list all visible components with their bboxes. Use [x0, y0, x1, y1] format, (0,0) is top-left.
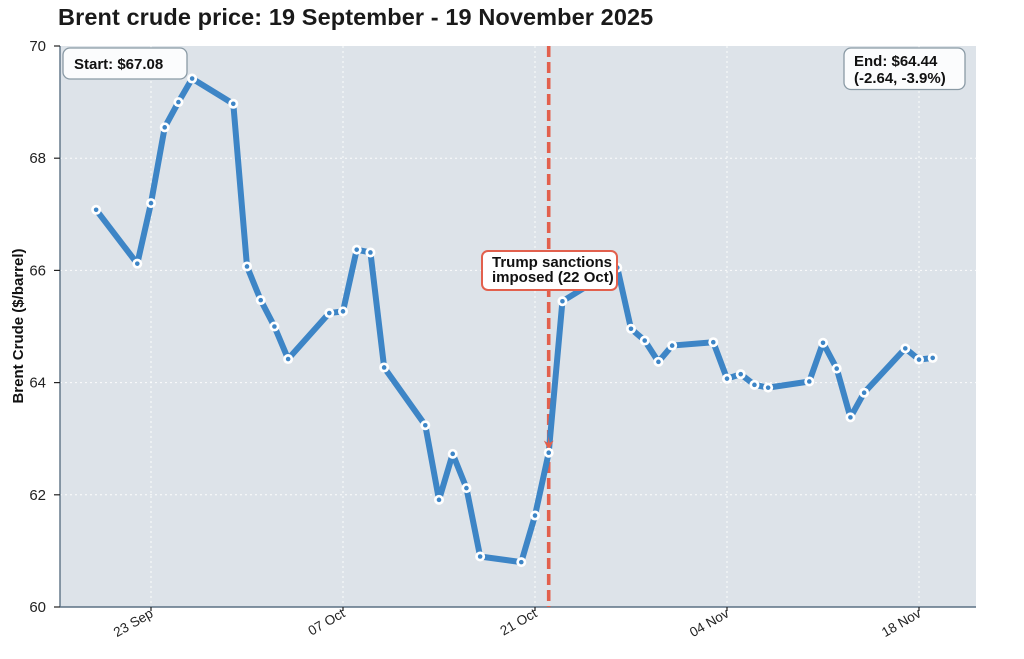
svg-text:End: $64.44: End: $64.44 — [854, 53, 938, 70]
svg-text:62: 62 — [29, 487, 46, 504]
svg-text:70: 70 — [29, 38, 46, 55]
svg-text:68: 68 — [29, 150, 46, 167]
svg-text:23 Sep: 23 Sep — [111, 606, 156, 640]
svg-text:60: 60 — [29, 599, 46, 616]
svg-text:Start: $67.08: Start: $67.08 — [74, 56, 163, 73]
svg-text:21 Oct: 21 Oct — [498, 605, 540, 638]
svg-text:18 Nov: 18 Nov — [879, 605, 924, 640]
svg-text:07 Oct: 07 Oct — [306, 605, 348, 638]
svg-text:(-2.64, -3.9%): (-2.64, -3.9%) — [854, 70, 946, 87]
svg-text:imposed (22 Oct): imposed (22 Oct) — [492, 269, 614, 286]
svg-text:04 Nov: 04 Nov — [687, 605, 732, 640]
svg-text:66: 66 — [29, 262, 46, 279]
svg-text:64: 64 — [29, 375, 46, 392]
